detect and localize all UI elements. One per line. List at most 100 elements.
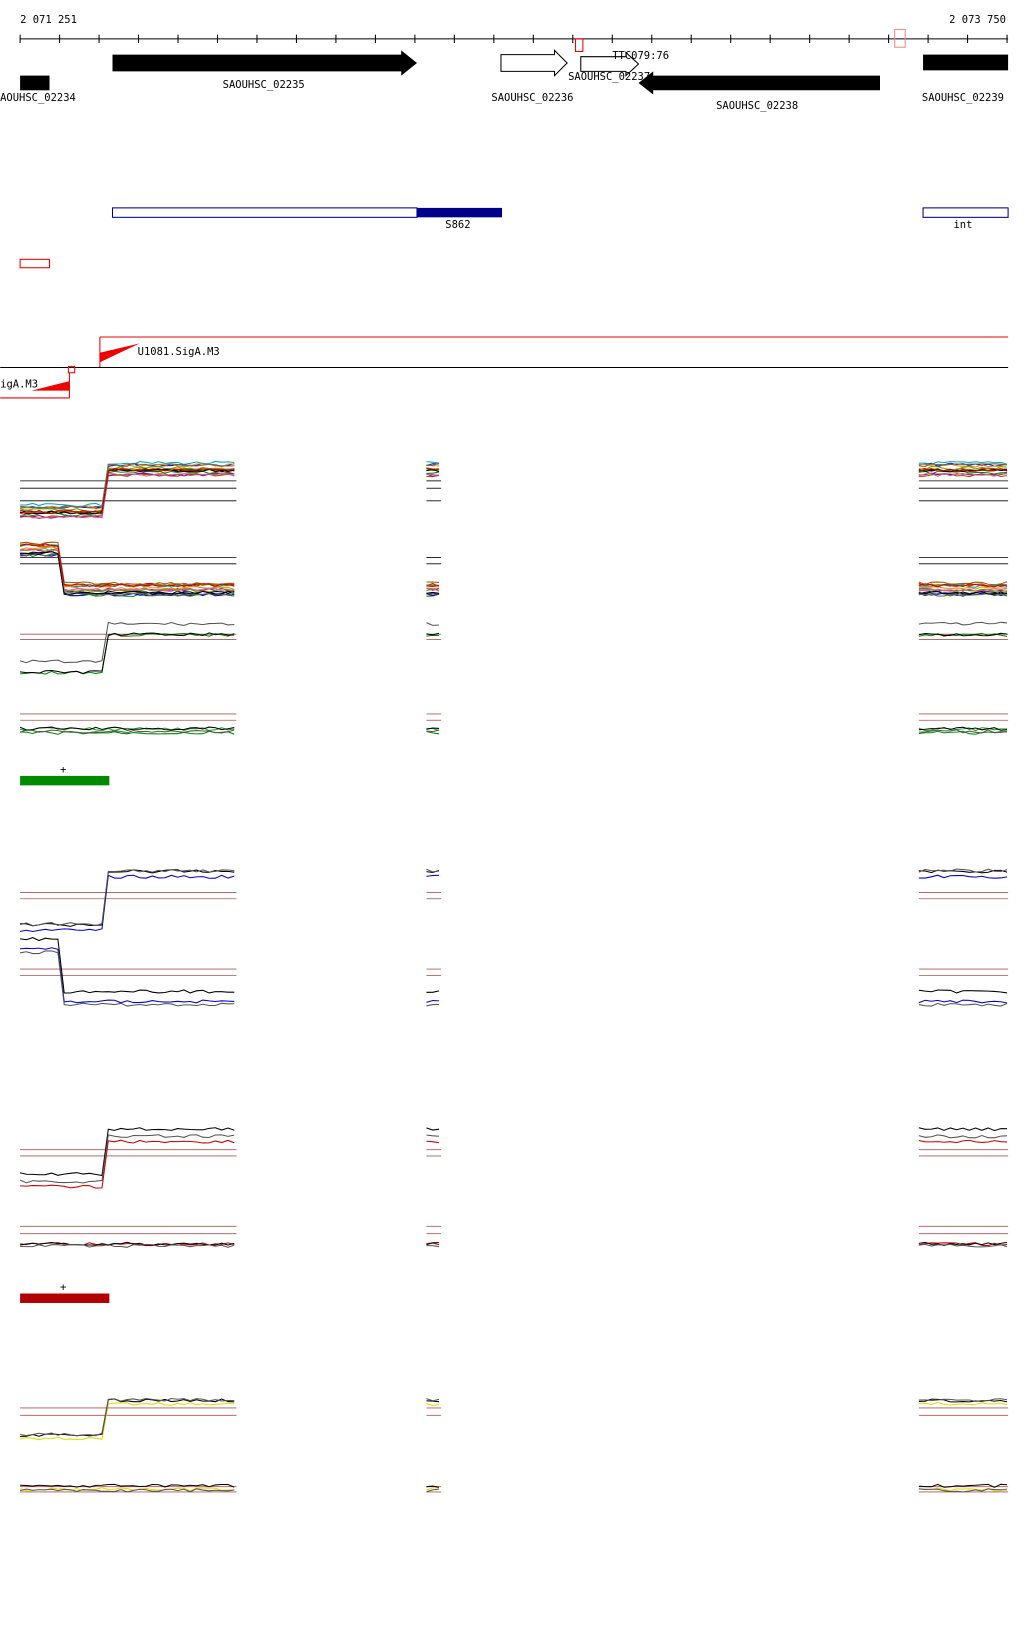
profile-line: [918, 632, 1008, 637]
profile-line: [918, 868, 1008, 873]
profile-line: [20, 730, 235, 735]
profile-line: [918, 1002, 1008, 1007]
profile-line: [918, 874, 1008, 879]
profile-line: [20, 552, 235, 597]
profile-line: [426, 868, 440, 873]
profile-line: [918, 461, 1008, 465]
ruler-end: 2 073 750: [949, 14, 1006, 26]
profile-line: [426, 1485, 440, 1488]
promoter-label: igA.M3: [0, 378, 38, 390]
profile-line: [918, 465, 1008, 471]
profile-line: [426, 1242, 440, 1246]
promoter: [99, 343, 140, 363]
profile-line: [918, 588, 1008, 593]
profile-line: [19, 1134, 235, 1184]
profile-line: [426, 1398, 440, 1402]
profile-line: [426, 1403, 440, 1406]
profile-line: [426, 1245, 440, 1248]
profile-line: [918, 1398, 1008, 1403]
profiles: [19, 460, 1009, 1493]
profile-line: [918, 472, 1008, 477]
profile-line: [918, 586, 1008, 590]
gene: [500, 49, 568, 77]
marker: [894, 28, 906, 48]
condition-label: +: [60, 1281, 66, 1293]
profile-line: [426, 1134, 440, 1137]
gene-label: SAOUHSC_02235: [223, 79, 305, 91]
profile-line: [918, 999, 1008, 1004]
profile-line: [19, 621, 235, 664]
profile-line: [20, 632, 235, 675]
gene-label: SAOUHSC_02239: [922, 92, 1004, 104]
profile-line: [426, 461, 440, 464]
segment: [416, 207, 503, 218]
profile-line: [426, 587, 440, 592]
condition-bar: [20, 1293, 110, 1303]
profile-line: [20, 1139, 235, 1189]
profile-line: [918, 1483, 1008, 1488]
profile-line: [918, 1243, 1008, 1248]
profile-line: [426, 1488, 440, 1493]
promoter-label: U1081.SigA.M3: [138, 346, 220, 358]
profile-line: [19, 1402, 235, 1441]
profile-line: [918, 472, 1008, 476]
profile-line: [20, 468, 235, 515]
ruler: 2 071 251 2 073 750: [19, 14, 1009, 44]
marker: [19, 258, 51, 269]
profile-line: [426, 874, 440, 877]
profile-line: [426, 634, 440, 637]
profile-line: [918, 1401, 1008, 1406]
profile-line: [20, 1243, 235, 1248]
profile-line: [426, 591, 440, 595]
profile-line: [20, 950, 235, 1007]
profile-line: [19, 729, 235, 734]
profile-line: [19, 726, 235, 731]
profile-line: [918, 463, 1008, 468]
profile-line: [918, 989, 1008, 994]
profile-line: [918, 1398, 1008, 1402]
profile-line: [19, 543, 235, 588]
profile-line: [426, 622, 440, 626]
profile-line: [918, 621, 1008, 626]
gene: [112, 50, 417, 76]
gene: [638, 71, 881, 95]
profile-line: [918, 1241, 1008, 1246]
profile-line: [20, 543, 235, 588]
marker: [67, 365, 76, 374]
profile-line: [918, 1134, 1008, 1139]
profile-line: [19, 1127, 235, 1177]
profile-line: [426, 473, 440, 476]
profile-line: [426, 632, 440, 636]
profile-line: [20, 547, 235, 592]
profile-line: [20, 947, 235, 1004]
gene: [923, 54, 1009, 71]
profile-line: [918, 468, 1008, 472]
profile-line: [426, 585, 440, 588]
profile-line: [426, 471, 440, 474]
profile-line: [20, 462, 235, 509]
profile-line: [918, 1139, 1008, 1144]
profile-line: [19, 1487, 235, 1492]
profile-line: [20, 541, 235, 586]
profile-line: [426, 1487, 440, 1491]
profile-line: [20, 548, 235, 593]
profile-line: [20, 1398, 235, 1438]
feature-label: TTC079:76: [612, 50, 669, 62]
profile-line: [918, 463, 1008, 468]
profile-line: [20, 937, 235, 994]
profile-line: [918, 726, 1008, 731]
profile-line: [20, 869, 235, 927]
profile-line: [426, 729, 440, 733]
profile-line: [918, 590, 1008, 595]
profile-line: [918, 730, 1008, 735]
marker: [574, 38, 584, 52]
condition-bar: [20, 775, 110, 786]
profile-line: [20, 467, 235, 515]
profile-line: [426, 730, 440, 735]
profile-line: [20, 1397, 235, 1437]
gene-label: SAOUHSC_02234: [0, 92, 76, 104]
segment: [922, 207, 1009, 218]
profile-line: [918, 632, 1008, 637]
profile-line: [918, 1488, 1008, 1493]
